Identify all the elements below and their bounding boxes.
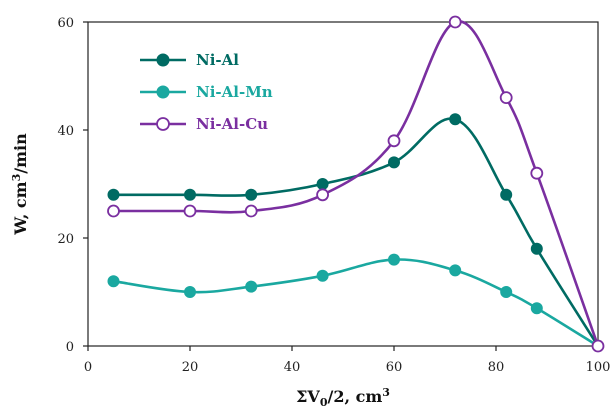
data-point xyxy=(500,188,513,201)
x-axis-label: ΣV0/2, cm3 xyxy=(296,386,390,408)
data-point xyxy=(387,134,401,148)
axis-ticks: 0 20 40 60 80 100 0 20 40 60 xyxy=(57,16,610,375)
legend-entry-ni-al-cu: Ni-Al-Cu xyxy=(140,115,268,133)
data-point xyxy=(530,166,544,180)
series-line-ni-al-mn xyxy=(113,258,599,348)
series-ni-al-mn xyxy=(107,253,604,352)
data-point xyxy=(316,188,330,202)
data-point xyxy=(448,15,462,29)
legend: Ni-Al Ni-Al-Mn Ni-Al-Cu xyxy=(140,51,273,133)
y-tick-label: 40 xyxy=(57,124,74,139)
series-line-ni-al xyxy=(113,117,600,347)
data-point xyxy=(388,253,400,266)
data-point xyxy=(388,156,400,169)
data-point xyxy=(530,302,543,315)
y-axis-label: W, cm3/min xyxy=(10,133,30,236)
data-point xyxy=(107,204,120,218)
data-point xyxy=(591,339,605,353)
legend-entry-ni-al-mn: Ni-Al-Mn xyxy=(140,83,273,101)
legend-swatch-marker xyxy=(156,117,170,131)
y-tick-label: 0 xyxy=(66,340,74,355)
data-point xyxy=(316,178,329,190)
data-point xyxy=(184,286,196,298)
data-point xyxy=(449,264,462,277)
legend-label: Ni-Al-Cu xyxy=(196,115,268,133)
series-ni-al-cu xyxy=(107,15,605,353)
data-point xyxy=(316,269,329,282)
legend-entry-ni-al: Ni-Al xyxy=(140,51,239,69)
data-point xyxy=(499,91,513,104)
data-point xyxy=(530,242,543,255)
legend-label: Ni-Al xyxy=(196,51,239,69)
x-tick-label: 60 xyxy=(386,360,403,375)
data-point xyxy=(107,188,120,201)
legend-label: Ni-Al-Mn xyxy=(196,83,273,101)
data-point xyxy=(107,275,120,288)
y-tick-label: 20 xyxy=(57,232,74,247)
x-tick-label: 0 xyxy=(84,360,92,375)
data-point xyxy=(244,204,258,218)
data-point xyxy=(500,286,513,298)
data-point xyxy=(449,113,462,126)
plot-area xyxy=(87,21,599,347)
data-point xyxy=(245,280,258,293)
data-point xyxy=(184,188,196,201)
legend-swatch-marker xyxy=(156,85,170,99)
x-tick-label: 40 xyxy=(284,360,301,375)
series-layer xyxy=(107,15,605,353)
legend-swatch-marker xyxy=(156,53,170,67)
data-point xyxy=(245,188,258,201)
y-tick-label: 60 xyxy=(57,16,74,31)
plot-frame xyxy=(87,21,599,347)
x-tick-label: 100 xyxy=(586,360,611,375)
x-tick-label: 80 xyxy=(488,360,505,375)
series-line-ni-al-cu xyxy=(113,20,600,347)
data-point xyxy=(183,204,197,218)
x-tick-label: 20 xyxy=(182,360,199,375)
